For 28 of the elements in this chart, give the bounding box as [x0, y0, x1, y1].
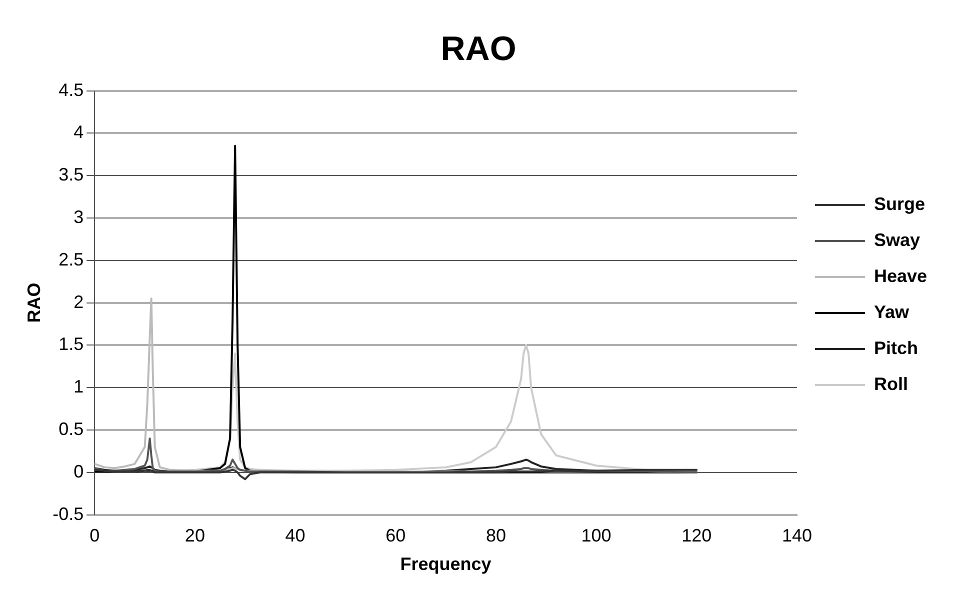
y-tick-label: 4: [74, 122, 84, 142]
y-tick-label: 4.5: [58, 80, 84, 100]
y-tick-label: 1: [74, 376, 84, 397]
x-tick-label: 80: [486, 526, 506, 546]
legend-label: Roll: [874, 374, 908, 394]
legend-label: Yaw: [874, 302, 910, 322]
y-tick-label: 0: [74, 461, 84, 482]
legend-label: Pitch: [874, 338, 918, 358]
legend-label: Sway: [874, 230, 920, 250]
y-tick-label: 3: [74, 206, 84, 227]
y-tick-label: -0.5: [52, 504, 84, 524]
x-tick-label: 100: [581, 526, 612, 546]
chart-title: RAO: [440, 30, 516, 68]
x-axis-title: Frequency: [400, 554, 492, 574]
x-tick-label: 140: [782, 526, 812, 546]
x-tick-label: 40: [285, 526, 306, 546]
x-tick-label: 60: [386, 526, 406, 546]
y-tick-label: 0.5: [58, 418, 84, 439]
x-tick-label: 20: [184, 526, 205, 546]
x-tick-label: 120: [682, 526, 712, 546]
y-tick-label: 2.5: [58, 249, 84, 270]
legend-label: Surge: [874, 194, 925, 214]
y-axis-title: RAO: [24, 282, 44, 323]
y-tick-label: 1.5: [58, 334, 84, 354]
x-tick-label: 0: [90, 526, 100, 546]
y-tick-label: 3.5: [58, 164, 84, 185]
legend-label: Heave: [874, 266, 928, 286]
y-tick-label: 2: [74, 292, 84, 312]
